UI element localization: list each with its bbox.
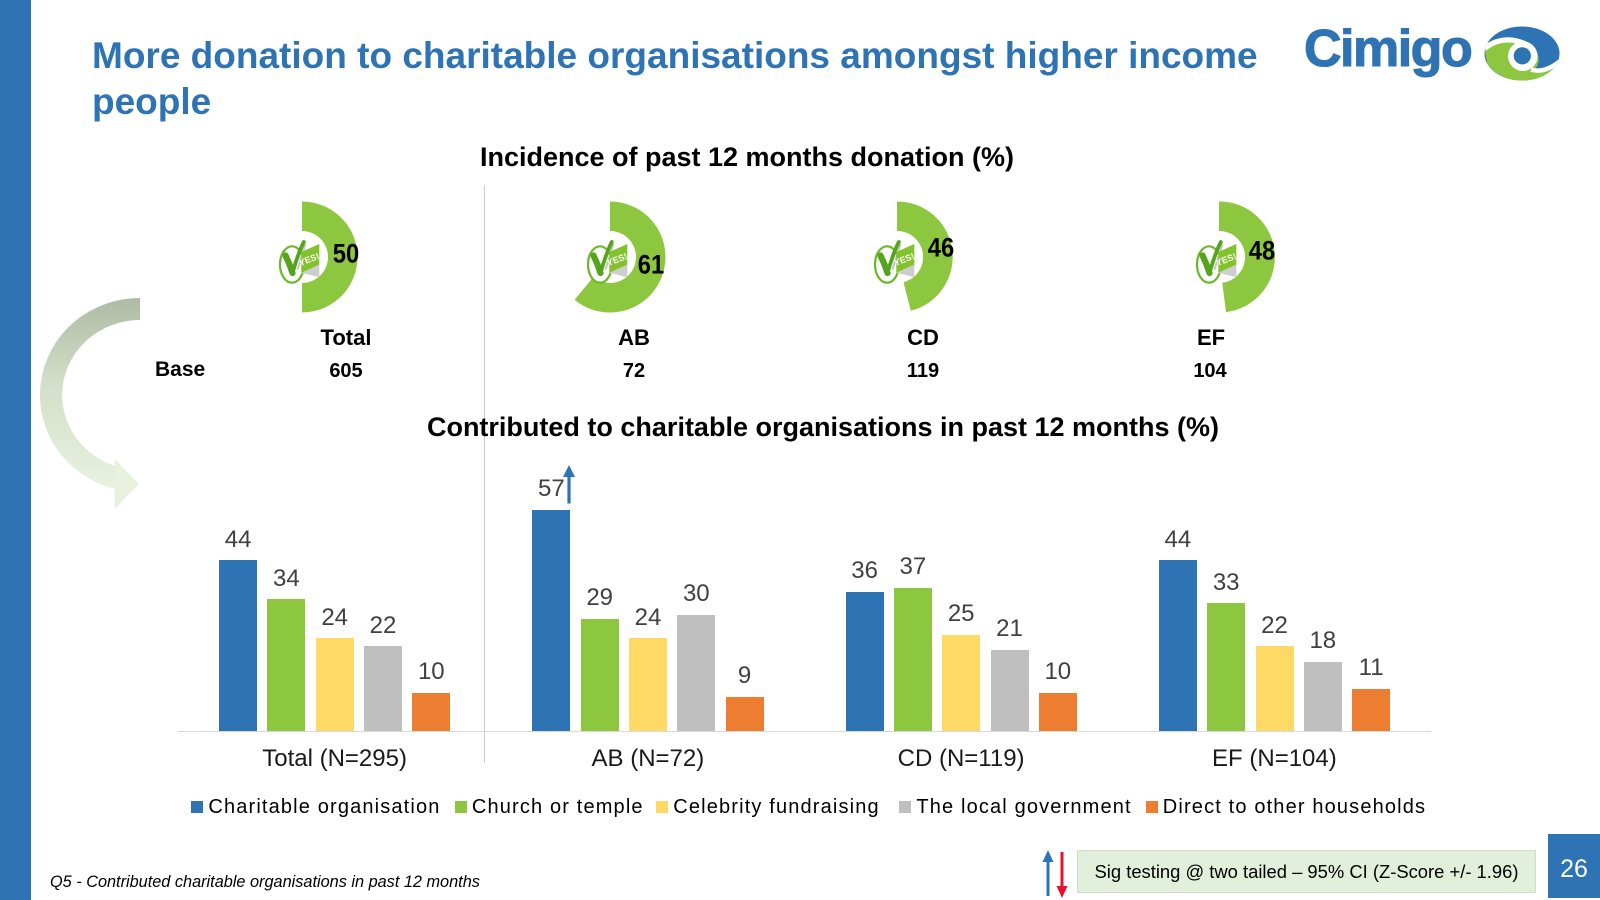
svg-text:Cimigo: Cimigo — [1304, 20, 1471, 78]
